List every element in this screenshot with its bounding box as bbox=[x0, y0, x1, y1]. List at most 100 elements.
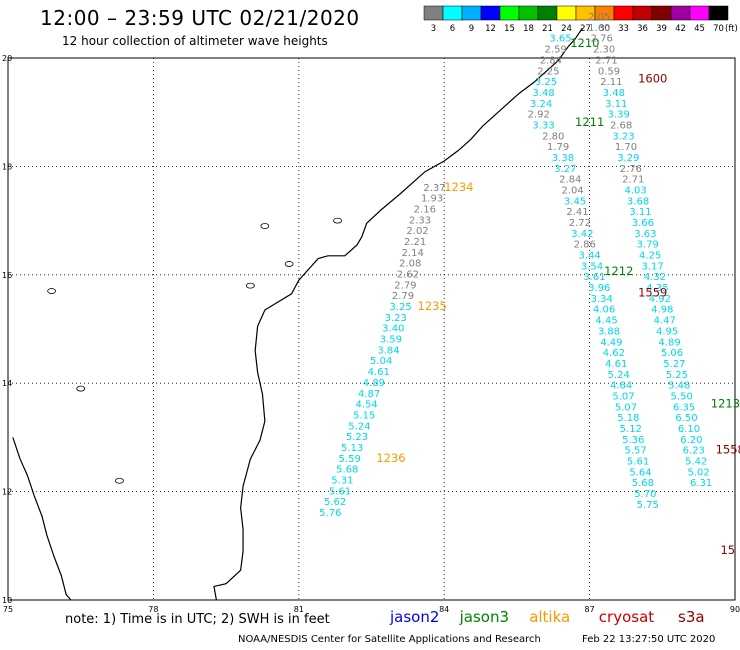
wave-height-value: 5.25 bbox=[666, 370, 688, 381]
wave-height-value: 6.31 bbox=[690, 478, 712, 489]
footer-note: note: 1) Time is in UTC; 2) SWH is in fe… bbox=[65, 612, 330, 627]
wave-height-value: 5.27 bbox=[663, 359, 685, 370]
wave-height-value: 2.08 bbox=[399, 259, 421, 270]
wave-height-value: 5.50 bbox=[671, 391, 693, 402]
wave-height-value: 5.02 bbox=[688, 467, 710, 478]
legend-swatch bbox=[537, 5, 558, 21]
lat-tick-label: 10 bbox=[2, 596, 12, 605]
legend-label: 27 bbox=[580, 24, 591, 34]
wave-height-value: 3.84 bbox=[377, 345, 399, 356]
wave-height-value: 2.33 bbox=[409, 215, 431, 226]
legend-label: 18 bbox=[523, 24, 534, 34]
wave-height-value: 5.18 bbox=[617, 413, 639, 424]
legend-label: 30 bbox=[599, 24, 610, 34]
wave-height-value: 4.32 bbox=[644, 272, 666, 283]
wave-height-value: 2.14 bbox=[402, 248, 424, 259]
wave-height-value: 3.66 bbox=[632, 218, 654, 229]
lat-tick-label: 14 bbox=[2, 379, 12, 388]
west-coastline bbox=[12, 437, 72, 601]
wave-height-value: 3.40 bbox=[382, 324, 404, 335]
wave-height-value: 5.76 bbox=[319, 508, 341, 519]
wave-height-value: 3.29 bbox=[617, 153, 639, 164]
wave-height-value: 2.71 bbox=[622, 175, 644, 186]
legend-label: 45 bbox=[694, 24, 705, 34]
wave-height-value: 3.68 bbox=[627, 196, 649, 207]
satellite-altika: altika bbox=[529, 608, 571, 626]
wave-height-value: 3.25 bbox=[535, 77, 557, 88]
lake-outline bbox=[47, 288, 57, 294]
wave-height-value: 1.60 bbox=[588, 23, 610, 34]
wave-height-value: 2.86 bbox=[574, 240, 596, 251]
wave-height-value: 5.57 bbox=[625, 446, 647, 457]
satellite-s3a: s3a bbox=[678, 608, 705, 626]
wave-height-value: 5.23 bbox=[346, 432, 368, 443]
cryosat-track-1: 2.051.602.762.302.710.592.113.483.113.39… bbox=[588, 12, 740, 557]
wave-height-value: 3.96 bbox=[588, 283, 610, 294]
wave-height-value: 5.07 bbox=[615, 402, 637, 413]
wave-height-value: 5.64 bbox=[629, 467, 651, 478]
pass-time-label: 1211 bbox=[575, 115, 604, 129]
wave-height-value: 3.44 bbox=[578, 251, 600, 262]
wave-height-value: 3.65 bbox=[549, 34, 571, 45]
wave-height-value: 3.11 bbox=[605, 99, 627, 110]
wave-height-value: 4.25 bbox=[639, 251, 661, 262]
lon-tick-label: 90 bbox=[730, 605, 740, 614]
legend-label: 70 bbox=[713, 24, 724, 34]
lon-tick-label: 78 bbox=[148, 605, 158, 614]
legend-swatch bbox=[461, 5, 482, 21]
wave-height-value: 2.79 bbox=[394, 280, 416, 291]
legend-label: 33 bbox=[618, 24, 629, 34]
wave-height-value: 2.16 bbox=[414, 204, 436, 215]
wave-height-value: 3.38 bbox=[552, 153, 574, 164]
legend-swatch bbox=[442, 5, 463, 21]
wave-height-value: 1.70 bbox=[615, 142, 637, 153]
footer-credit: NOAA/NESDIS Center for Satellite Applica… bbox=[238, 634, 541, 645]
wave-height-value: 2.21 bbox=[404, 237, 426, 248]
wave-height-value: 2.71 bbox=[595, 55, 617, 66]
wave-height-value: 5.68 bbox=[632, 478, 654, 489]
wave-height-value: 5.24 bbox=[608, 370, 630, 381]
legend-swatch bbox=[613, 5, 634, 21]
pass-time-label: 1235 bbox=[418, 299, 447, 313]
wave-height-value: 4.61 bbox=[368, 367, 390, 378]
wave-height-value: 2.30 bbox=[593, 45, 615, 56]
coastline bbox=[213, 27, 583, 601]
pass-time-label: 1559 bbox=[638, 285, 667, 299]
wave-height-value: 2.76 bbox=[591, 34, 613, 45]
lat-tick-label: 12 bbox=[2, 488, 12, 497]
wave-height-value: 4.06 bbox=[593, 305, 615, 316]
legend-label: 42 bbox=[675, 24, 686, 34]
legend-label: 39 bbox=[656, 24, 667, 34]
wave-height-value: 2.37 bbox=[423, 183, 445, 194]
wave-height-value: 3.33 bbox=[532, 120, 554, 131]
wave-height-value: 5.61 bbox=[627, 457, 649, 468]
wave-height-value: 4.62 bbox=[603, 348, 625, 359]
wave-height-value: 3.79 bbox=[637, 240, 659, 251]
wave-height-value: 6.20 bbox=[680, 435, 702, 446]
pass-time-label: 1213 bbox=[711, 397, 740, 411]
lat-tick-label: 18 bbox=[2, 162, 12, 171]
wave-height-value: 5.36 bbox=[622, 435, 644, 446]
wave-height-value: 3.23 bbox=[385, 313, 407, 324]
altika-track-1: 2.371.932.162.332.022.212.142.082.622.79… bbox=[319, 180, 473, 519]
legend-label: 21 bbox=[542, 24, 553, 34]
legend-swatch bbox=[689, 5, 710, 21]
lat-tick-label: 20 bbox=[2, 54, 12, 63]
jason3-track-1: 3.652.592.842.253.253.483.242.923.332.80… bbox=[528, 34, 659, 511]
wave-height-value: 5.62 bbox=[324, 497, 346, 508]
pass-time-label: 15 bbox=[720, 543, 735, 557]
lon-tick-label: 87 bbox=[585, 605, 595, 614]
legend-label: 9 bbox=[469, 24, 474, 34]
map-frame bbox=[7, 57, 736, 601]
wave-height-value: 5.59 bbox=[339, 454, 361, 465]
lake-outline bbox=[260, 223, 270, 229]
wave-height-value: 2.76 bbox=[620, 164, 642, 175]
wave-height-value: 3.11 bbox=[629, 207, 651, 218]
wave-height-value: 4.64 bbox=[610, 381, 632, 392]
wave-height-value: 2.84 bbox=[559, 175, 581, 186]
wave-height-value: 2.92 bbox=[528, 110, 550, 121]
lake-outline bbox=[115, 477, 124, 484]
wave-height-value: 2.80 bbox=[542, 131, 564, 142]
wave-height-value: 1.79 bbox=[547, 142, 569, 153]
lon-tick-label: 81 bbox=[294, 605, 304, 614]
